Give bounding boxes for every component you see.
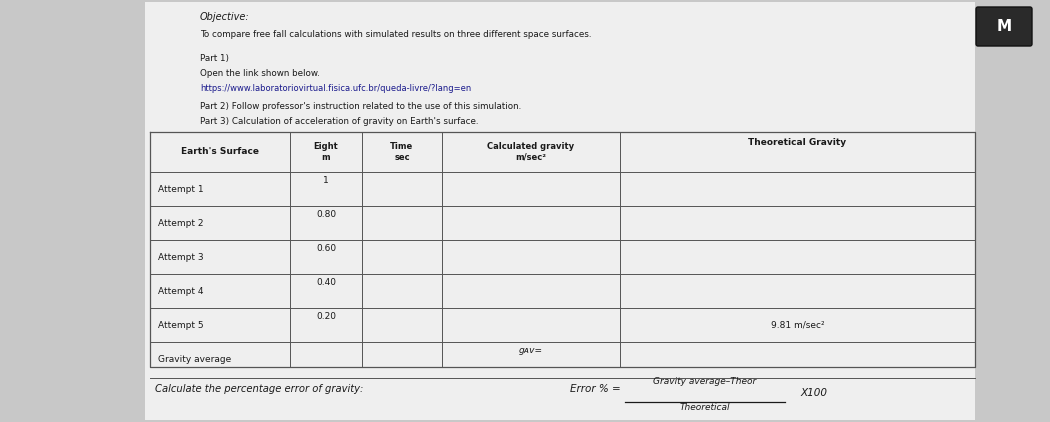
- Text: 9.81 m/sec²: 9.81 m/sec²: [771, 320, 824, 330]
- Text: Attempt 3: Attempt 3: [158, 252, 204, 262]
- Text: Theoretical Gravity: Theoretical Gravity: [749, 138, 846, 147]
- Text: To compare free fall calculations with simulated results on three different spac: To compare free fall calculations with s…: [200, 30, 591, 39]
- Text: Open the link shown below.: Open the link shown below.: [200, 69, 320, 78]
- Text: Eight
m: Eight m: [314, 142, 338, 162]
- Text: Time
sec: Time sec: [391, 142, 414, 162]
- Text: gᴀv=: gᴀv=: [519, 346, 543, 355]
- FancyBboxPatch shape: [145, 2, 975, 420]
- Text: Error % =: Error % =: [570, 384, 621, 394]
- Text: Objective:: Objective:: [200, 12, 250, 22]
- Text: Calculated gravity
m/sec²: Calculated gravity m/sec²: [487, 142, 574, 162]
- Text: Earth's Surface: Earth's Surface: [181, 148, 259, 157]
- Text: Gravity average–Theor: Gravity average–Theor: [653, 377, 757, 386]
- Text: M: M: [996, 19, 1011, 34]
- Text: Attempt 2: Attempt 2: [158, 219, 204, 227]
- Text: 0.20: 0.20: [316, 312, 336, 321]
- Text: https://www.laboratoriovirtual.fisica.ufc.br/queda-livre/?lang=en: https://www.laboratoriovirtual.fisica.uf…: [200, 84, 471, 93]
- Text: Theoretical: Theoretical: [679, 403, 730, 412]
- Text: Attempt 1: Attempt 1: [158, 184, 204, 194]
- Text: Part 1): Part 1): [200, 54, 229, 63]
- Text: X100: X100: [800, 388, 827, 398]
- Text: 0.80: 0.80: [316, 210, 336, 219]
- Text: 1: 1: [323, 176, 329, 185]
- FancyBboxPatch shape: [976, 7, 1032, 46]
- Text: Calculate the percentage error of gravity:: Calculate the percentage error of gravit…: [155, 384, 363, 394]
- Text: Attempt 5: Attempt 5: [158, 320, 204, 330]
- Text: 0.40: 0.40: [316, 278, 336, 287]
- Text: Gravity average: Gravity average: [158, 355, 231, 365]
- Text: Part 3) Calculation of acceleration of gravity on Earth's surface.: Part 3) Calculation of acceleration of g…: [200, 117, 479, 126]
- Text: 0.60: 0.60: [316, 244, 336, 253]
- Text: Attempt 4: Attempt 4: [158, 287, 204, 295]
- Text: Part 2) Follow professor's instruction related to the use of this simulation.: Part 2) Follow professor's instruction r…: [200, 102, 521, 111]
